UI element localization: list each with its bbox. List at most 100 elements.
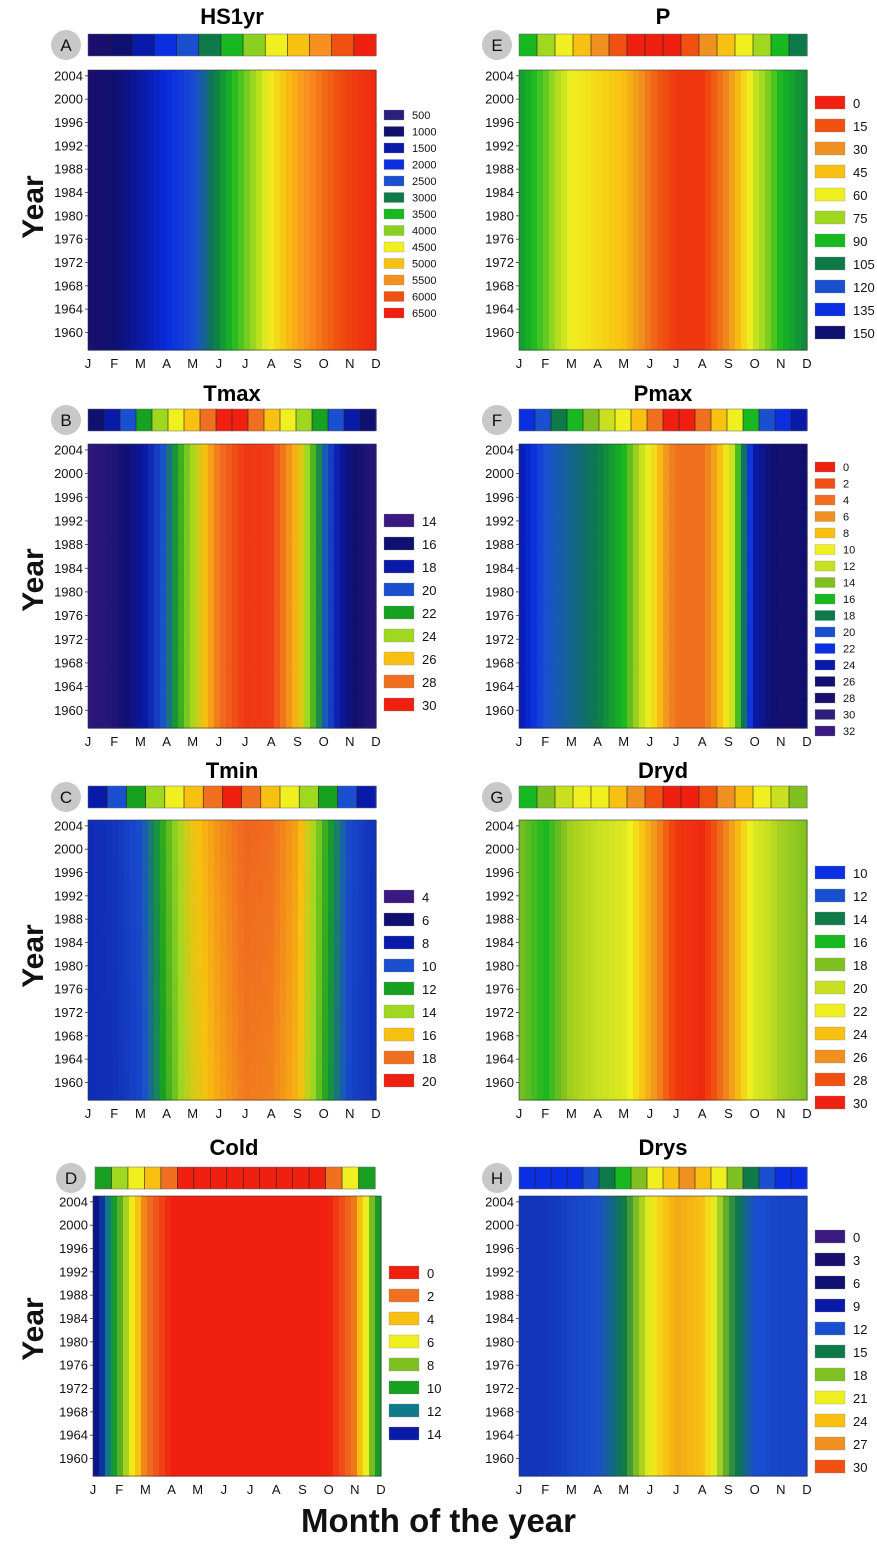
heatmap-cell bbox=[346, 925, 353, 933]
heatmap-cell bbox=[310, 182, 317, 190]
heatmap-cell bbox=[100, 820, 107, 828]
heatmap-cell bbox=[232, 876, 239, 884]
heatmap-cell bbox=[184, 329, 191, 337]
heatmap-cell bbox=[262, 98, 269, 106]
heatmap-cell bbox=[100, 154, 107, 162]
heatmap-cell bbox=[274, 550, 281, 559]
legend-swatch bbox=[383, 697, 415, 712]
x-tick-label: N bbox=[345, 356, 354, 371]
heatmap-cell bbox=[160, 84, 167, 92]
heatmap-cell bbox=[202, 953, 209, 961]
heatmap-cell bbox=[118, 557, 125, 566]
heatmap-cell bbox=[340, 550, 347, 559]
heatmap-cell bbox=[232, 593, 239, 601]
heatmap-cell bbox=[310, 869, 317, 877]
heatmap-cell bbox=[268, 336, 275, 344]
heatmap-cell bbox=[358, 217, 365, 225]
heatmap-cell bbox=[322, 140, 329, 148]
legend-swatch bbox=[383, 208, 405, 220]
heatmap-cell bbox=[244, 112, 251, 120]
heatmap-cell bbox=[268, 664, 275, 672]
heatmap-cell bbox=[184, 600, 191, 608]
heatmap-cell bbox=[124, 458, 131, 466]
heatmap-cell bbox=[196, 287, 203, 295]
heatmap-cell bbox=[220, 571, 227, 580]
heatmap-cell bbox=[172, 294, 179, 302]
heatmap-cell bbox=[112, 84, 119, 92]
heatmap-cell bbox=[190, 571, 197, 580]
heatmap-cell bbox=[172, 168, 179, 176]
heatmap-cell bbox=[106, 946, 113, 954]
heatmap-cell bbox=[130, 862, 137, 870]
heatmap-cell bbox=[196, 925, 203, 933]
heatmap-cell bbox=[142, 322, 149, 330]
heatmap-cell bbox=[340, 196, 347, 204]
heatmap-cell bbox=[214, 897, 221, 905]
heatmap-cell bbox=[244, 217, 251, 225]
heatmap-cell bbox=[136, 112, 143, 120]
heatmap-cell bbox=[364, 486, 371, 495]
heatmap-cell bbox=[106, 479, 113, 488]
heatmap-cell bbox=[322, 133, 329, 141]
heatmap-cell bbox=[310, 252, 317, 260]
heatmap-cell bbox=[202, 671, 209, 679]
heatmap-cell bbox=[226, 217, 233, 225]
heatmap-cell bbox=[142, 196, 149, 204]
heatmap-cell bbox=[304, 294, 311, 302]
heatmap-cell bbox=[286, 848, 293, 856]
heatmap-cell bbox=[142, 536, 149, 544]
heatmap-cell bbox=[130, 869, 137, 877]
heatmap-cell bbox=[154, 203, 161, 211]
heatmap-cell bbox=[364, 685, 371, 694]
heatmap-cell bbox=[88, 876, 95, 884]
heatmap-cell bbox=[352, 238, 359, 246]
heatmap-cell bbox=[256, 465, 263, 473]
heatmap-cell bbox=[214, 869, 221, 877]
heatmap-cell bbox=[220, 692, 227, 701]
heatmap-cell bbox=[160, 154, 167, 162]
heatmap-cell bbox=[292, 168, 299, 176]
heatmap-cell bbox=[292, 252, 299, 260]
y-tick-label: 1972 bbox=[54, 632, 83, 647]
heatmap-cell bbox=[322, 458, 329, 466]
heatmap-cell bbox=[292, 699, 299, 708]
heatmap-cell bbox=[256, 70, 263, 78]
heatmap-cell bbox=[124, 308, 131, 316]
heatmap-cell bbox=[130, 628, 137, 637]
heatmap-cell bbox=[232, 855, 239, 863]
heatmap-cell bbox=[88, 720, 95, 729]
heatmap-cell bbox=[178, 918, 185, 926]
heatmap-cell bbox=[154, 91, 161, 99]
heatmap-cell bbox=[352, 904, 359, 912]
heatmap-cell bbox=[124, 217, 131, 225]
heatmap-cell bbox=[88, 259, 95, 267]
heatmap-cell bbox=[268, 883, 275, 891]
heatmap-cell bbox=[352, 126, 359, 134]
heatmap-cell bbox=[370, 932, 377, 940]
heatmap-cell bbox=[106, 458, 113, 466]
heatmap-cell bbox=[112, 557, 119, 566]
heatmap-cell bbox=[166, 543, 173, 552]
heatmap-cell bbox=[166, 586, 173, 594]
heatmap-cell bbox=[310, 678, 317, 686]
x-tick-label: J bbox=[216, 734, 223, 749]
heatmap-cell bbox=[370, 486, 377, 495]
heatmap-cell bbox=[184, 925, 191, 933]
heatmap-cell bbox=[148, 890, 155, 898]
heatmap-cell bbox=[142, 500, 149, 509]
heatmap-cell bbox=[124, 196, 131, 204]
heatmap-cell bbox=[232, 329, 239, 337]
heatmap-cell bbox=[118, 322, 125, 330]
heatmap-cell bbox=[232, 862, 239, 870]
heatmap-cell bbox=[130, 904, 137, 912]
heatmap-cell bbox=[328, 343, 335, 351]
heatmap-cell bbox=[208, 112, 215, 120]
heatmap-cell bbox=[196, 252, 203, 260]
heatmap-cell bbox=[202, 245, 209, 253]
heatmap-cell bbox=[292, 897, 299, 905]
heatmap-cell bbox=[136, 238, 143, 246]
heatmap-cell bbox=[100, 869, 107, 877]
heatmap-cell bbox=[100, 890, 107, 898]
heatmap-cell bbox=[88, 628, 95, 637]
heatmap-cell bbox=[136, 600, 143, 608]
